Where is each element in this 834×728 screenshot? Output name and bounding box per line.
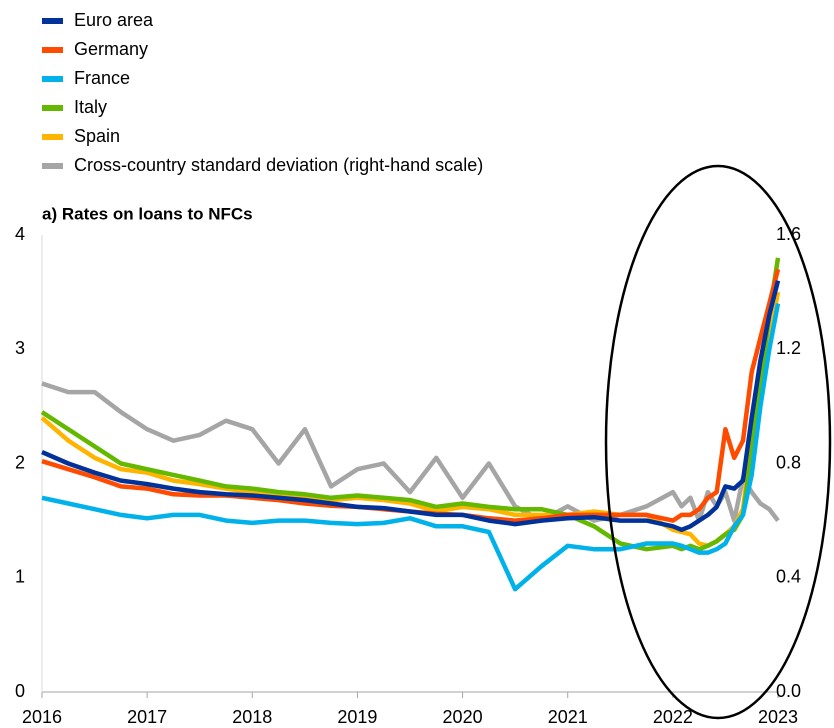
x-tick-label: 2020 (443, 707, 483, 727)
y2-tick-label: 1.6 (776, 224, 801, 244)
series-line (40, 291, 781, 549)
series-line (41, 280, 781, 533)
legend-label: Germany (74, 39, 148, 59)
series-line (40, 257, 781, 552)
y-tick-label: 4 (15, 224, 25, 244)
y-tick-label: 1 (15, 567, 25, 587)
legend-label: Euro area (74, 10, 154, 30)
x-tick-label: 2016 (22, 707, 62, 727)
x-tick-label: 2021 (548, 707, 588, 727)
x-tick-label: 2018 (232, 707, 272, 727)
y-tick-label: 3 (15, 338, 25, 358)
x-tick-label: 2023 (758, 707, 798, 727)
chart-title: a) Rates on loans to NFCs (42, 204, 253, 223)
highlight-ellipse (604, 164, 832, 720)
series-line (41, 303, 781, 592)
y2-tick-label: 0.4 (776, 567, 801, 587)
x-tick-label: 2022 (653, 707, 693, 727)
legend-label: Cross-country standard deviation (right-… (74, 155, 483, 175)
y-tick-label: 0 (15, 681, 25, 701)
series-line (41, 268, 781, 523)
legend-label: Spain (74, 126, 120, 146)
legend-label: Italy (74, 97, 107, 117)
y2-tick-label: 1.2 (776, 338, 801, 358)
x-tick-label: 2017 (127, 707, 167, 727)
y2-tick-label: 0.0 (776, 681, 801, 701)
y-tick-label: 2 (15, 452, 25, 472)
legend-label: France (74, 68, 130, 88)
y2-tick-label: 0.8 (776, 452, 801, 472)
x-tick-label: 2019 (337, 707, 377, 727)
